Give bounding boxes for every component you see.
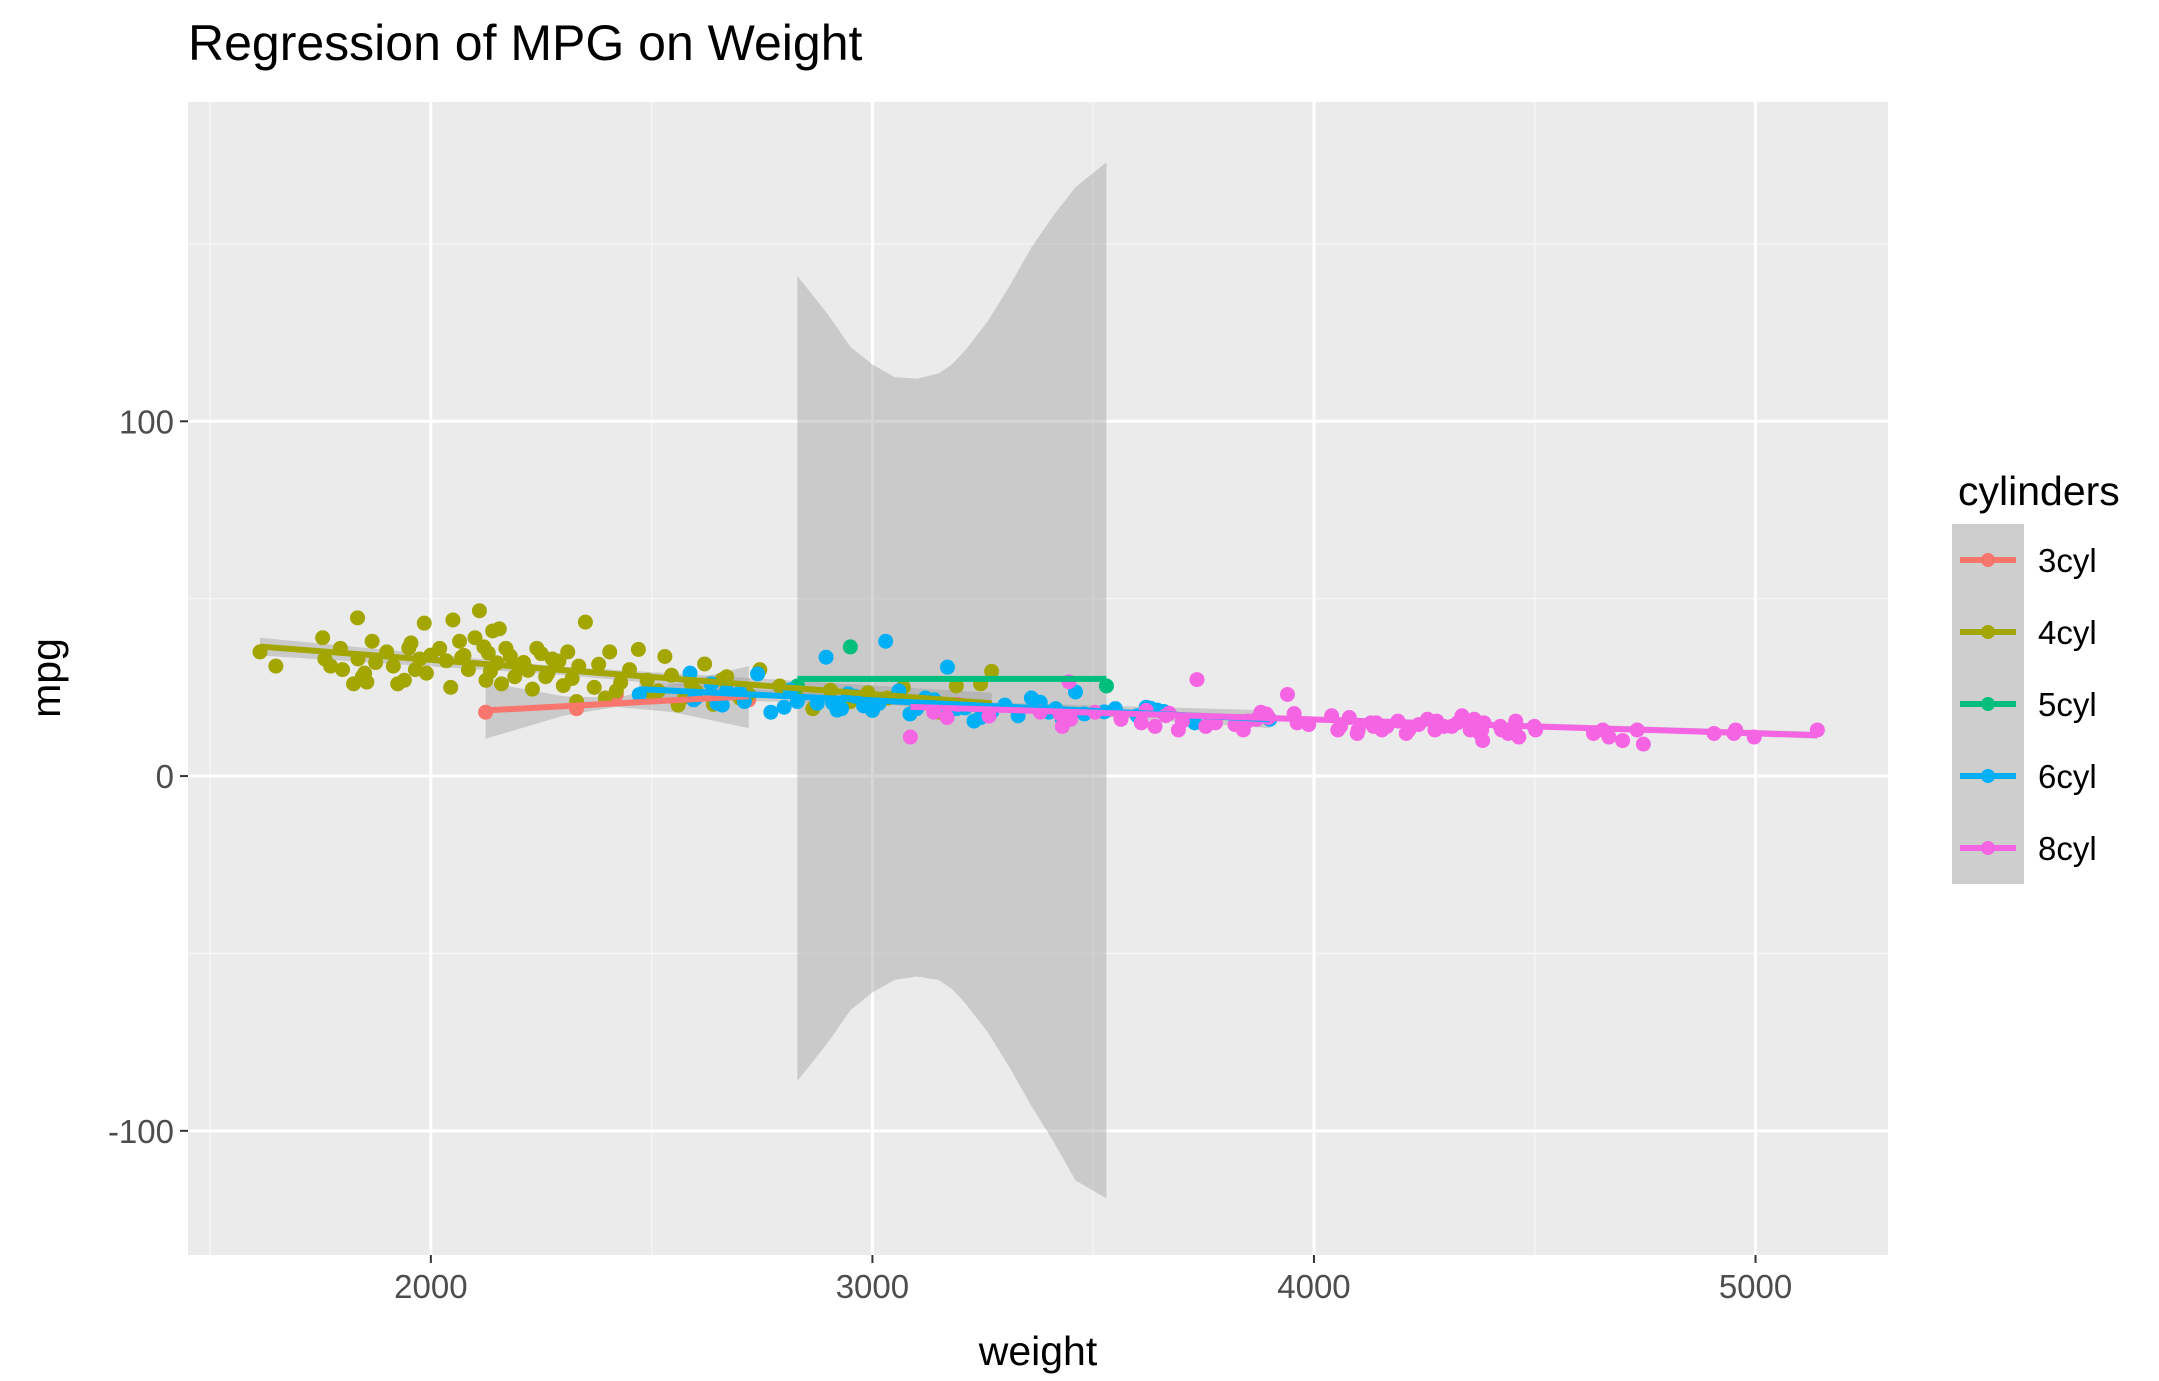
point-4cyl bbox=[591, 656, 607, 672]
x-tick-label: 5000 bbox=[1719, 1268, 1792, 1305]
point-8cyl bbox=[1147, 718, 1163, 734]
legend: cylinders 3cyl 4cyl 5cyl 6cyl 8cyl bbox=[1952, 468, 2120, 884]
x-tick-label: 2000 bbox=[394, 1268, 467, 1305]
fit-lines bbox=[259, 643, 1818, 739]
point-8cyl bbox=[1475, 733, 1491, 749]
point-4cyl bbox=[480, 645, 496, 661]
point-4cyl bbox=[364, 633, 380, 649]
point-4cyl bbox=[403, 635, 419, 651]
point-4cyl bbox=[416, 615, 432, 631]
point-4cyl bbox=[445, 612, 461, 628]
point-6cyl bbox=[878, 633, 894, 649]
legend-point-6cyl bbox=[1981, 769, 1995, 783]
point-4cyl bbox=[335, 662, 351, 678]
axis-ticks bbox=[180, 420, 1757, 1263]
legend-point-4cyl bbox=[1981, 625, 1995, 639]
point-8cyl bbox=[1189, 672, 1205, 688]
point-8cyl bbox=[902, 729, 918, 745]
fit-line-8cyl bbox=[910, 703, 1818, 739]
point-4cyl bbox=[586, 679, 602, 695]
point-4cyl bbox=[491, 621, 507, 637]
point-4cyl bbox=[268, 658, 284, 674]
point-8cyl bbox=[1615, 733, 1631, 749]
point-4cyl bbox=[359, 674, 375, 690]
point-8cyl bbox=[1133, 715, 1149, 731]
point-5cyl bbox=[842, 639, 858, 655]
x-tick-label: 3000 bbox=[836, 1268, 909, 1305]
legend-point-3cyl bbox=[1981, 553, 1995, 567]
point-4cyl bbox=[452, 633, 468, 649]
point-4cyl bbox=[350, 610, 366, 626]
x-axis-title: weight bbox=[978, 1328, 1098, 1374]
point-4cyl bbox=[418, 665, 434, 681]
point-4cyl bbox=[564, 671, 580, 686]
point-8cyl bbox=[1063, 711, 1079, 727]
legend-point-8cyl bbox=[1981, 841, 1995, 855]
point-4cyl bbox=[385, 658, 401, 674]
point-8cyl bbox=[1350, 722, 1366, 738]
point-6cyl bbox=[939, 659, 955, 675]
point-4cyl bbox=[443, 679, 459, 695]
point-4cyl bbox=[948, 678, 964, 694]
point-4cyl bbox=[630, 641, 646, 657]
chart-title: Regression of MPG on Weight bbox=[188, 15, 863, 71]
legend-title: cylinders bbox=[1958, 468, 2120, 514]
y-tick-label: 0 bbox=[156, 758, 174, 795]
fit-line-4cyl bbox=[259, 643, 992, 707]
point-6cyl bbox=[834, 701, 850, 717]
y-tick-label: -100 bbox=[108, 1113, 174, 1150]
fit-line-3cyl bbox=[485, 693, 749, 714]
point-4cyl bbox=[657, 649, 673, 665]
x-tick-label: 4000 bbox=[1277, 1268, 1350, 1305]
point-8cyl bbox=[1601, 729, 1617, 745]
point-8cyl bbox=[1635, 736, 1651, 752]
legend-label-3cyl: 3cyl bbox=[2038, 542, 2097, 579]
legend-label-4cyl: 4cyl bbox=[2038, 614, 2097, 651]
point-4cyl bbox=[602, 644, 618, 660]
point-5cyl bbox=[1098, 678, 1114, 694]
point-8cyl bbox=[1279, 686, 1295, 702]
point-6cyl bbox=[763, 704, 779, 720]
legend-label-5cyl: 5cyl bbox=[2038, 686, 2097, 723]
y-tick-label: 100 bbox=[119, 403, 174, 440]
point-6cyl bbox=[818, 649, 834, 665]
legend-label-8cyl: 8cyl bbox=[2038, 830, 2097, 867]
point-4cyl bbox=[524, 681, 540, 697]
point-4cyl bbox=[502, 648, 518, 664]
point-8cyl bbox=[939, 710, 955, 726]
point-4cyl bbox=[613, 674, 629, 690]
point-4cyl bbox=[494, 676, 510, 692]
point-6cyl bbox=[714, 697, 730, 713]
point-4cyl bbox=[697, 656, 713, 672]
point-6cyl bbox=[776, 699, 792, 715]
legend-items: 3cyl 4cyl 5cyl 6cyl 8cyl bbox=[1952, 524, 2097, 884]
point-4cyl bbox=[577, 614, 593, 630]
legend-point-5cyl bbox=[1981, 697, 1995, 711]
point-4cyl bbox=[984, 663, 1000, 679]
tick-labels: 2000 3000 4000 5000 -100 0 100 bbox=[108, 403, 1792, 1305]
point-4cyl bbox=[471, 603, 487, 619]
point-4cyl bbox=[323, 658, 339, 674]
point-4cyl bbox=[432, 640, 448, 656]
point-4cyl bbox=[315, 630, 331, 646]
y-axis-title: mpg bbox=[23, 638, 69, 718]
point-6cyl bbox=[750, 666, 766, 682]
legend-label-6cyl: 6cyl bbox=[2038, 758, 2097, 795]
point-4cyl bbox=[396, 672, 412, 688]
point-8cyl bbox=[1511, 729, 1527, 745]
point-4cyl bbox=[560, 644, 576, 660]
